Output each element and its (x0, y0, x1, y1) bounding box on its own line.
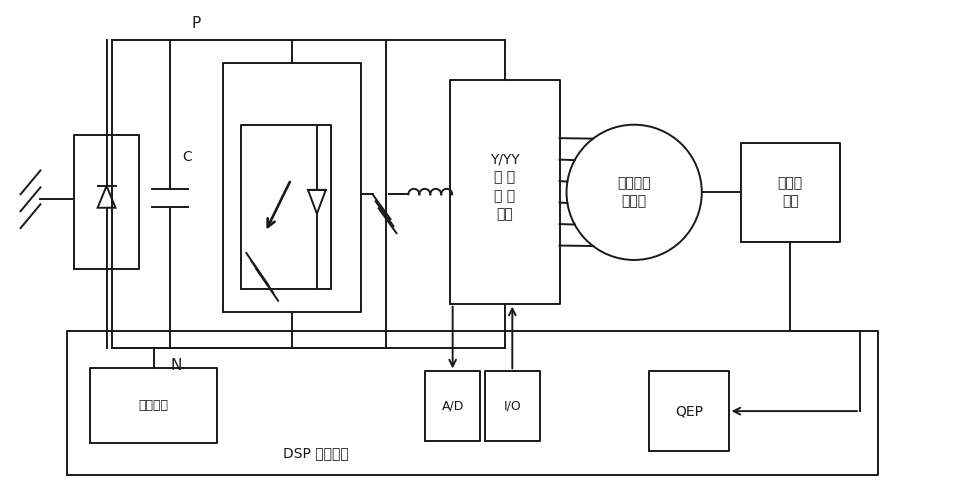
Text: A/D: A/D (442, 400, 464, 413)
Text: 驱动电路: 驱动电路 (139, 399, 169, 412)
Text: C: C (182, 150, 193, 163)
Text: P: P (192, 16, 202, 31)
Text: DSP 控制系统: DSP 控制系统 (283, 446, 348, 460)
Text: N: N (171, 358, 182, 373)
Text: Y/YY
变 换
控 制
电路: Y/YY 变 换 控 制 电路 (490, 152, 519, 221)
Text: I/O: I/O (503, 400, 521, 413)
Text: 三相交流
电动机: 三相交流 电动机 (617, 176, 651, 209)
Text: 速度传
感器: 速度传 感器 (778, 176, 803, 209)
Text: QEP: QEP (675, 404, 703, 418)
